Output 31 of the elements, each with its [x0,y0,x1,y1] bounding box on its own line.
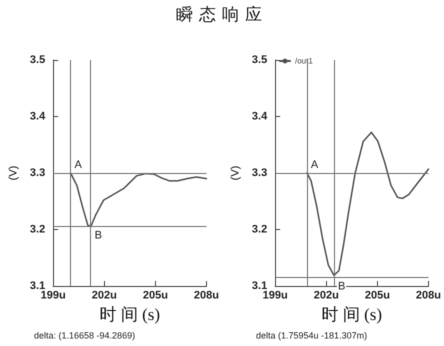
annotation: B [94,230,102,242]
x-tick-label: 205u [142,290,168,302]
y-tick-label: 3.4 [252,110,268,122]
y-tick-label: 3.3 [252,167,268,179]
annotation: A [74,159,83,171]
x-axis-title: 时 间 (s) [100,304,160,324]
y-tick-label: 3.5 [30,54,46,66]
y-tick-label: 3.2 [30,224,46,236]
text: delta: (1.16658 -94.2869) [34,330,136,340]
y-tick-label: 3.2 [252,224,268,236]
x-tick-label: 208u [194,290,220,302]
x-tick-label: 202u [314,290,339,302]
x-tick-label: 199u [262,290,288,302]
y-tick-label: 3.3 [30,167,46,179]
x-tick-label: 199u [40,290,66,302]
annotation: A [310,159,319,171]
y-tick-label: 3.4 [30,110,46,122]
y-tick-label: 3.5 [252,54,268,66]
x-tick-label: 202u [92,290,117,302]
x-tick-label: 208u [416,290,442,302]
x-axis-title: 时 间 (s) [322,304,382,324]
y-axis-title: (V) [8,166,20,180]
chart-title: 瞬态响应 [175,4,269,26]
y-axis-title: (V) [230,166,242,180]
line-series [70,172,208,227]
text: delta (1.75954u -181.307m) [256,330,368,340]
y-tick-label: 3.1 [252,280,268,292]
y-tick-label: 3.1 [30,280,46,292]
x-tick-label: 205u [364,290,390,302]
annotation: B [338,280,346,293]
line-series [306,132,430,276]
